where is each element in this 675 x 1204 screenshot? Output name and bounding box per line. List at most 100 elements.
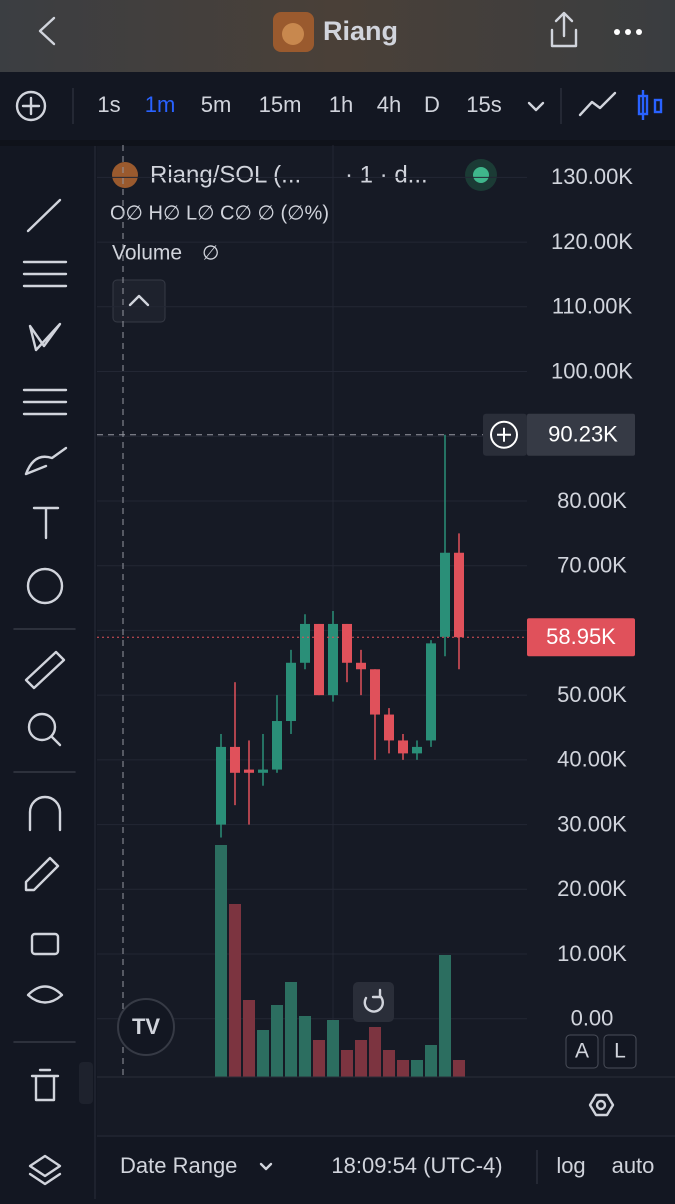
add-indicator[interactable]: [15, 90, 47, 122]
reset-button[interactable]: [353, 982, 394, 1022]
candle-body: [328, 623, 338, 696]
ruler-tool[interactable]: [24, 650, 66, 690]
sidebar-toggle[interactable]: [79, 1062, 93, 1104]
share-button[interactable]: [550, 11, 578, 48]
timeframe-button[interactable]: 15s: [466, 92, 501, 117]
fib-tool[interactable]: [22, 260, 68, 288]
collapse-legend[interactable]: [112, 279, 166, 323]
candle-body: [398, 740, 408, 754]
y-tick-label: 80.00K: [557, 488, 627, 513]
more-button[interactable]: [614, 29, 642, 35]
legend-volume-value: ∅: [202, 242, 219, 264]
volume-bar: [299, 1016, 311, 1077]
status-dot: [473, 167, 489, 183]
volume-bar: [215, 845, 227, 1077]
prediction-tool[interactable]: [22, 388, 68, 416]
candle-body: [370, 669, 380, 715]
timeframe-button[interactable]: D: [424, 92, 440, 117]
candle-body: [412, 746, 422, 754]
zoom-tool[interactable]: [27, 712, 57, 742]
y-tick-label: 10.00K: [557, 941, 627, 966]
y-tick-label: 110.00K: [552, 294, 633, 319]
volume-bar: [243, 1000, 255, 1077]
legend-ohlc: O∅ H∅ L∅ C∅ ∅ (∅%): [110, 202, 329, 224]
y-tick-label: 0.00: [571, 1006, 614, 1031]
volume-bar: [341, 1050, 353, 1077]
time-axis: [97, 1077, 675, 1135]
header-bar: [0, 0, 675, 72]
settings-button[interactable]: [588, 1093, 615, 1117]
volume-bar: [369, 1027, 381, 1077]
candle-chart-button[interactable]: [637, 90, 663, 120]
visibility-tool[interactable]: [26, 985, 64, 1004]
chart-pane: [97, 146, 675, 1077]
candle-body: [244, 769, 254, 773]
add-icon: [21, 96, 41, 116]
candle-body: [426, 643, 436, 741]
magnet-tool[interactable]: [28, 795, 62, 832]
pattern-tool[interactable]: [28, 322, 62, 352]
timeframe-button[interactable]: 5m: [201, 92, 232, 117]
timeframe-button[interactable]: 1h: [329, 92, 353, 117]
legend-symbol[interactable]: Riang/SOL (...: [150, 161, 301, 188]
y-tick-label: 130.00K: [551, 164, 633, 189]
layers-tool[interactable]: [28, 1154, 62, 1186]
unlock-tool[interactable]: [30, 932, 60, 956]
candle-body: [440, 552, 450, 637]
volume-bar: [453, 1060, 465, 1077]
collapse-icon: [128, 294, 150, 307]
volume-bar: [313, 1040, 325, 1077]
log-scale-label: L: [614, 1040, 626, 1063]
y-tick-label: 70.00K: [557, 553, 627, 578]
crosshair-price-box: [527, 413, 635, 456]
clock[interactable]: 18:09:54 (UTC-4): [331, 1153, 502, 1178]
footer-bar: [97, 1136, 675, 1199]
auto-toggle[interactable]: auto: [612, 1153, 655, 1178]
y-tick-label: 20.00K: [557, 876, 627, 901]
log-toggle[interactable]: log: [556, 1153, 585, 1178]
timeframe-dropdown[interactable]: [527, 101, 545, 112]
legend-interval: · 1 · d...: [345, 161, 428, 188]
emoji-tool[interactable]: [26, 567, 64, 605]
toolbar: [0, 72, 675, 140]
brush-tool[interactable]: [24, 446, 68, 476]
volume-bar: [285, 982, 297, 1077]
timeframe-button[interactable]: 1m: [145, 92, 176, 117]
line-chart-button[interactable]: [578, 91, 617, 117]
volume-bar: [355, 1040, 367, 1077]
y-tick-label: 30.00K: [557, 811, 627, 836]
timeframe-button[interactable]: 4h: [377, 92, 401, 117]
candle-body: [356, 662, 366, 670]
tool-icons: [13, 198, 76, 1186]
y-tick-label: 40.00K: [557, 747, 627, 772]
text-tool[interactable]: [32, 506, 60, 540]
candle-body: [384, 714, 394, 741]
tv-logo-mark: TV: [132, 1014, 160, 1039]
zoom-handle: [50, 735, 62, 747]
trendline-tool[interactable]: [26, 198, 62, 233]
separator: [0, 140, 675, 146]
volume-bar: [257, 1030, 269, 1077]
back-button[interactable]: [38, 16, 56, 46]
lock-drawing-tool[interactable]: [24, 856, 60, 892]
avatar-face: [282, 23, 304, 45]
date-range-button[interactable]: Date Range: [120, 1153, 237, 1178]
volume-bar: [425, 1045, 437, 1077]
auto-scale-button[interactable]: [565, 1034, 599, 1069]
log-scale-button[interactable]: [603, 1034, 637, 1069]
timeframe-button[interactable]: 15m: [259, 92, 302, 117]
delete-tool[interactable]: [30, 1068, 60, 1102]
crosshair-price-label: 90.23K: [548, 422, 618, 447]
timeframe-button[interactable]: 1s: [97, 92, 120, 117]
candle-body: [230, 746, 240, 773]
candle-body: [314, 623, 324, 696]
y-tick-label: 120.00K: [551, 229, 633, 254]
last-price-box: [527, 618, 635, 657]
candle-body: [258, 769, 268, 773]
y-tick-label: 100.00K: [551, 358, 633, 383]
candle-body: [300, 623, 310, 663]
symbol-icon: [112, 162, 138, 188]
legend-volume-label: Volume: [112, 242, 182, 265]
tv-logo[interactable]: [117, 998, 175, 1056]
crosshair-add-icon: [490, 420, 518, 449]
